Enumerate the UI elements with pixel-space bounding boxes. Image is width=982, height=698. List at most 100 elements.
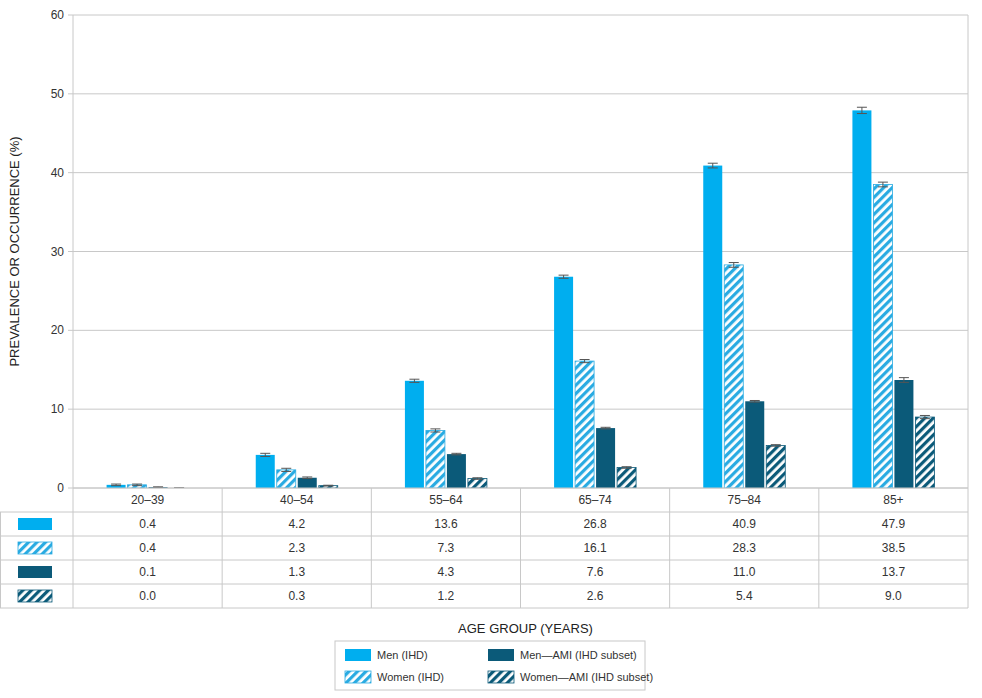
bar [256,455,275,488]
error-cap [580,359,590,360]
legend-label: Women—AMI (IHD subset) [520,671,653,683]
y-axis-title: PREVALENCE OR OCCURRENCE (%) [7,136,22,366]
y-tick [68,488,73,489]
error-cap [472,479,482,480]
error-cap [451,453,461,454]
table-col-line [818,488,819,608]
error-cap [920,415,930,416]
bar [766,445,785,488]
error-bar [281,468,291,471]
table-value: 0.1 [139,565,156,579]
error-cap [451,454,461,455]
y-tick-label: 10 [51,402,65,416]
table-row-line [0,608,968,609]
error-bar [899,378,909,383]
table-value: 4.3 [438,565,455,579]
table-value: 28.3 [733,541,757,555]
error-bar [409,379,419,382]
table-value: 16.1 [583,541,607,555]
table-col-line [0,512,1,608]
legend-label: Women (IHD) [377,671,444,683]
table-value: 0.4 [139,541,156,555]
table-col-line [371,488,372,608]
error-cap [708,167,718,168]
error-cap [622,466,632,467]
table-value: 47.9 [882,517,906,531]
table-value: 38.5 [882,541,906,555]
y-tick-label: 40 [51,166,65,180]
legend-label: Men (IHD) [377,649,428,661]
bar [405,381,424,488]
bar [852,110,871,488]
error-cap [878,186,888,187]
error-stem [712,163,713,168]
bar [724,265,743,488]
table-row-line [0,560,968,561]
error-cap [750,402,760,403]
error-cap [729,267,739,268]
error-bar [559,275,569,278]
bar [575,361,594,488]
table-value: 1.3 [288,565,305,579]
bar [915,417,934,488]
bar [617,468,636,488]
table-value: 7.3 [438,541,455,555]
bar [468,479,487,488]
error-cap [281,468,291,469]
error-cap [601,428,611,429]
table-row-line [0,512,968,513]
y-tick [68,172,73,173]
grid-line [73,409,968,410]
x-axis-title: AGE GROUP (YEARS) [458,621,593,636]
y-tick [68,15,73,16]
error-stem [861,107,862,113]
error-cap [302,476,312,477]
error-bar [302,477,312,479]
table-value: 5.4 [736,589,753,603]
x-tick-label: 55–64 [429,493,463,507]
legend-swatch [345,649,371,661]
error-cap [323,486,333,487]
error-bar [750,400,760,402]
error-stem [733,263,734,268]
table-value: 40.9 [733,517,757,531]
error-cap [409,382,419,383]
y-tick [68,251,73,252]
x-tick-label: 75–84 [728,493,762,507]
error-cap [857,113,867,114]
x-tick-label: 65–74 [578,493,612,507]
bar [596,428,615,488]
error-cap [260,453,270,454]
table-col-line [520,488,521,608]
error-bar [920,415,930,418]
error-cap [899,377,909,378]
error-bar [878,182,888,187]
table-value: 2.6 [587,589,604,603]
table-value: 7.6 [587,565,604,579]
table-value: 0.3 [288,589,305,603]
bar [447,454,466,488]
legend-label: Men—AMI (IHD subset) [520,649,637,661]
error-bar [111,484,121,486]
error-cap [111,484,121,485]
error-stem [903,378,904,383]
grid-line [73,330,968,331]
table-value: 2.3 [288,541,305,555]
chart: 0102030405060PREVALENCE OR OCCURRENCE (%… [0,0,982,698]
bar [745,401,764,488]
error-cap [111,485,121,486]
error-bar [771,445,781,447]
error-cap [409,379,419,380]
y-tick [68,93,73,94]
error-stem [882,182,883,187]
x-tick-label: 40–54 [280,493,314,507]
grid-line [73,172,968,173]
error-cap [559,275,569,276]
x-tick-label: 85+ [883,493,903,507]
error-cap [899,382,909,383]
error-cap [559,278,569,279]
error-cap [132,484,142,485]
error-cap [622,468,632,469]
error-bar [580,360,590,363]
table-row-line [0,536,968,537]
